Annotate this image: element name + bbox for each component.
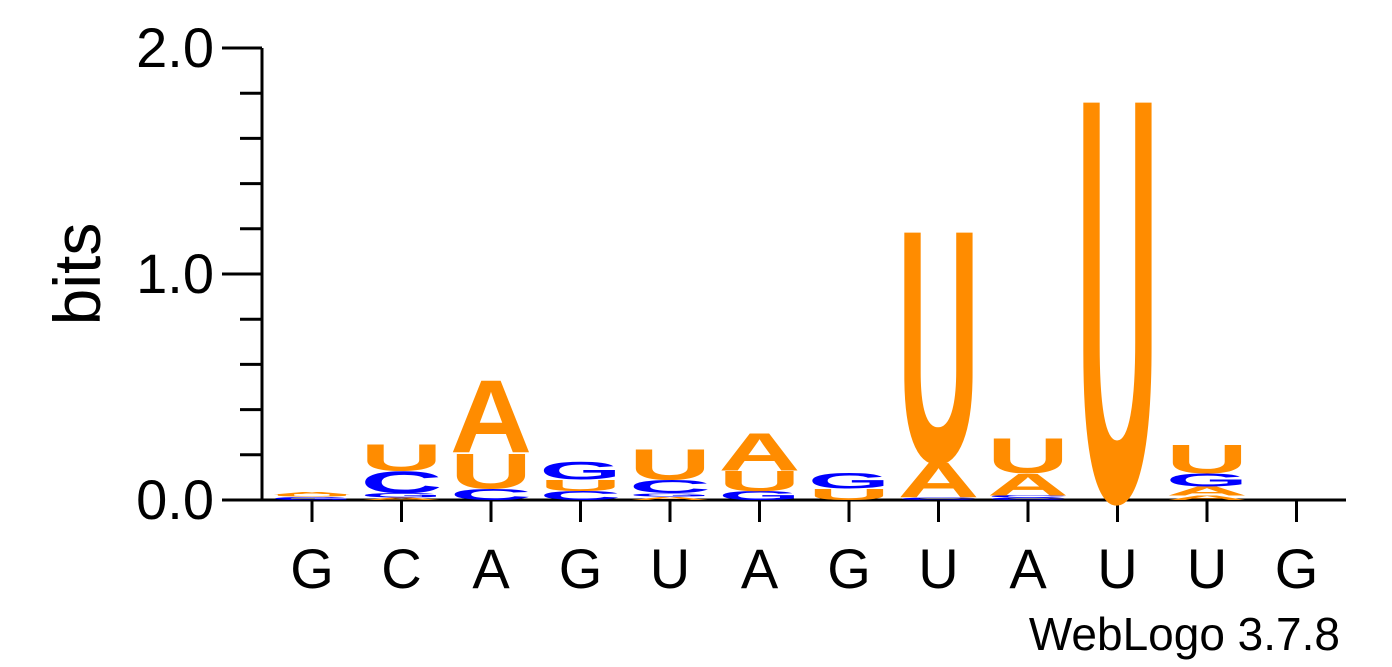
y-axis-label: bits <box>40 223 114 326</box>
logo-letter-u: U <box>1166 437 1248 482</box>
x-tick-label: C <box>381 537 421 600</box>
logo-letter-u: U <box>629 440 711 489</box>
logo-letter-g: G <box>808 469 890 494</box>
x-tick-label: G <box>559 537 603 600</box>
weblogo-watermark: WebLogo 3.7.8 <box>1029 608 1340 660</box>
logo-letter-a: A <box>719 422 801 482</box>
x-tick-label: G <box>1275 537 1319 600</box>
x-tick-label: A <box>741 537 779 600</box>
logo-letter-a: A <box>450 360 532 475</box>
y-tick-label: 2.0 <box>136 16 214 79</box>
y-tick-label: 0.0 <box>136 468 214 531</box>
x-tick-label: U <box>650 537 690 600</box>
x-tick-label: A <box>1009 537 1047 600</box>
logo-letter-u: U <box>360 436 442 478</box>
logo-letter-u: U <box>1077 0 1159 624</box>
x-tick-label: U <box>918 537 958 600</box>
logo-letter-a: A <box>271 492 353 496</box>
logo-letter-g: G <box>540 457 622 485</box>
x-tick-label: U <box>1187 537 1227 600</box>
logo-letter-u: U <box>987 428 1069 484</box>
x-tick-label: G <box>290 537 334 600</box>
x-tick-label: G <box>827 537 871 600</box>
x-tick-label: A <box>472 537 510 600</box>
logo-letter-u: U <box>898 160 980 532</box>
y-tick-label: 1.0 <box>136 242 214 305</box>
